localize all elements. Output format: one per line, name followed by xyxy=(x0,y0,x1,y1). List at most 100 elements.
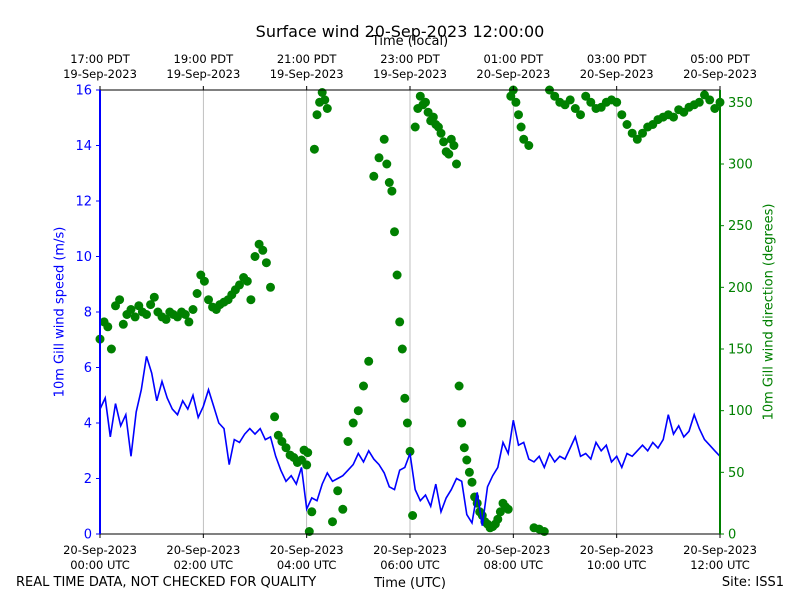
left-tick-label: 8 xyxy=(84,306,92,321)
top-tick-label: 05:00 PDT xyxy=(690,52,751,66)
wind-direction-point xyxy=(622,120,632,129)
wind-direction-point xyxy=(302,460,312,470)
wind-direction-point xyxy=(270,412,280,422)
wind-direction-point xyxy=(199,276,209,286)
wind-direction-point xyxy=(462,455,472,465)
wind-direction-point xyxy=(524,141,534,150)
wind-direction-point xyxy=(402,418,412,428)
wind-direction-point xyxy=(369,171,379,181)
wind-direction-point xyxy=(400,393,410,403)
wind-direction-point xyxy=(359,381,368,391)
wind-direction-point xyxy=(387,186,397,196)
wind-direction-point xyxy=(374,153,384,163)
wind-direction-point xyxy=(328,517,337,527)
wind-direction-point xyxy=(250,252,260,261)
wind-direction-point xyxy=(581,91,591,101)
bottom-tick-label: 20-Sep-2023 xyxy=(476,543,550,557)
wind-direction-point xyxy=(612,97,622,107)
grid-lines xyxy=(202,90,618,534)
right-tick-label: 100 xyxy=(728,404,753,419)
wind-direction-series xyxy=(95,85,725,536)
wind-direction-point xyxy=(281,443,291,453)
right-tick-label: 250 xyxy=(728,219,753,234)
wind-direction-point xyxy=(514,110,523,120)
left-tick-label: 4 xyxy=(84,417,92,432)
wind-direction-point xyxy=(397,344,407,354)
wind-direction-point xyxy=(309,144,319,154)
bottom-tick-label: 20-Sep-2023 xyxy=(270,543,344,557)
wind-direction-point xyxy=(550,91,560,101)
wind-direction-point xyxy=(444,149,454,159)
wind-direction-point xyxy=(457,418,467,428)
x-axis-label: Time (UTC) xyxy=(374,576,446,591)
left-tick-label: 16 xyxy=(75,84,92,99)
right-tick-label: 200 xyxy=(728,281,753,296)
wind-direction-point xyxy=(452,159,461,169)
wind-direction-point xyxy=(161,314,171,324)
bottom-tick-label: 20-Sep-2023 xyxy=(580,543,654,557)
right-tick-label: 0 xyxy=(728,528,736,543)
wind-direction-point xyxy=(586,97,596,107)
wind-direction-point xyxy=(364,356,374,366)
wind-direction-point xyxy=(261,258,271,268)
right-axis-label: 10m Gill wind direction (degrees) xyxy=(761,203,777,421)
bottom-tick-label: 12:00 UTC xyxy=(690,558,750,572)
wind-direction-point xyxy=(246,295,256,305)
wind-direction-point xyxy=(258,245,268,255)
bottom-tick-label: 10:00 UTC xyxy=(587,558,647,572)
wind-direction-point xyxy=(395,317,405,327)
wind-direction-point xyxy=(539,527,549,536)
wind-direction-point xyxy=(146,300,156,310)
top-tick-label: 23:00 PDT xyxy=(380,52,441,66)
bottom-tick-label: 08:00 UTC xyxy=(484,558,544,572)
wind-direction-point xyxy=(353,406,363,416)
left-axis-label: 10m Gill wind speed (m/s) xyxy=(52,226,68,398)
wind-direction-point xyxy=(312,110,322,120)
wind-direction-point xyxy=(459,443,469,453)
wind-direction-point xyxy=(126,305,136,314)
wind-speed-series xyxy=(99,356,721,526)
wind-direction-point xyxy=(503,504,513,514)
top-tick-label: 20-Sep-2023 xyxy=(683,67,757,81)
wind-direction-point xyxy=(405,446,415,456)
wind-direction-point xyxy=(439,137,449,147)
wind-direction-point xyxy=(638,128,647,138)
wind-direction-point xyxy=(632,134,642,144)
wind-direction-point xyxy=(266,282,275,292)
bottom-tick-label: 00:00 UTC xyxy=(70,558,130,572)
wind-direction-point xyxy=(184,317,194,327)
left-tick-label: 12 xyxy=(75,195,92,210)
bottom-tick-label: 20-Sep-2023 xyxy=(63,543,137,557)
wind-direction-point xyxy=(421,97,430,107)
wind-direction-point xyxy=(392,270,402,280)
wind-direction-point xyxy=(322,104,332,113)
wind-direction-point xyxy=(333,486,343,496)
wind-direction-point xyxy=(103,322,113,332)
wind-direction-point xyxy=(694,97,704,107)
wind-speed-line xyxy=(99,356,721,526)
left-tick-label: 2 xyxy=(84,472,92,487)
wind-direction-point xyxy=(410,122,420,132)
wind-direction-point xyxy=(705,95,715,105)
right-tick-label: 50 xyxy=(728,466,745,481)
bottom-tick-label: 02:00 UTC xyxy=(174,558,234,572)
wind-direction-point xyxy=(379,134,389,144)
wind-direction-point xyxy=(516,122,526,132)
bottom-tick-label: 20-Sep-2023 xyxy=(166,543,240,557)
wind-direction-point xyxy=(338,504,348,514)
top-tick-label: 19-Sep-2023 xyxy=(270,67,344,81)
wind-direction-point xyxy=(142,310,151,319)
wind-direction-point xyxy=(519,134,529,144)
top-axis-label: Time (local) xyxy=(371,34,449,49)
left-tick-label: 14 xyxy=(75,139,92,154)
tick-labels: 0 2 4 6 8 10 12 14 16 0 50 100 150 200 250 300 350 20-Sep… xyxy=(63,52,757,572)
wind-direction-point xyxy=(204,295,213,305)
wind-direction-point xyxy=(565,95,575,105)
top-tick-label: 17:00 PDT xyxy=(70,52,131,66)
wind-direction-point xyxy=(303,448,313,458)
wind-direction-point xyxy=(436,128,446,138)
wind-direction-point xyxy=(384,178,394,187)
wind-direction-point xyxy=(390,227,399,237)
wind-direction-point xyxy=(627,128,637,138)
quality-disclaimer: REAL TIME DATA, NOT CHECKED FOR QUALITY xyxy=(16,575,317,590)
